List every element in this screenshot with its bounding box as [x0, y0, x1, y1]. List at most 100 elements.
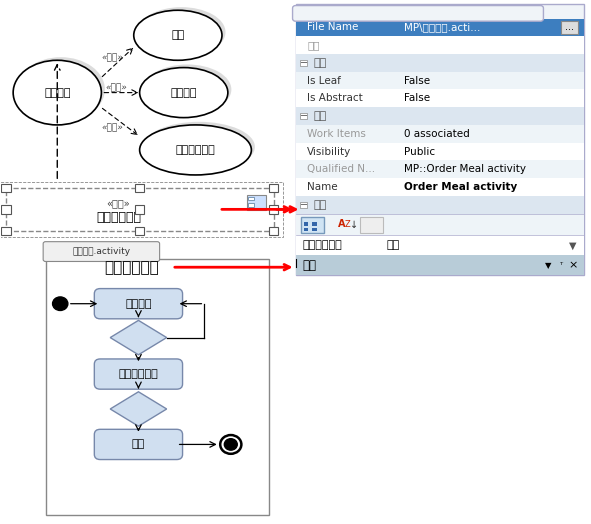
Text: ᵀ: ᵀ	[560, 260, 563, 270]
Bar	[296, 72, 584, 90]
Bar	[135, 226, 144, 235]
Bar	[300, 202, 307, 208]
Text: 訂購餐點: 訂購餐點	[44, 88, 70, 97]
Text: −: −	[300, 58, 308, 68]
Bar	[248, 197, 254, 201]
Text: 訂購餐點活動: 訂購餐點活動	[105, 260, 159, 275]
Bar	[1, 205, 11, 213]
Bar	[296, 36, 584, 54]
FancyBboxPatch shape	[46, 259, 269, 515]
Text: False: False	[404, 75, 430, 85]
Bar	[296, 143, 584, 160]
Text: Is Leaf: Is Leaf	[307, 75, 341, 85]
Polygon shape	[110, 320, 167, 355]
Bar	[312, 227, 317, 231]
Bar	[135, 205, 144, 213]
Text: −: −	[300, 200, 308, 210]
Bar	[296, 160, 584, 178]
Bar	[135, 184, 144, 192]
Bar	[296, 235, 584, 255]
Circle shape	[53, 297, 68, 311]
Text: 通用: 通用	[313, 200, 326, 210]
Text: 訂購餐點活動: 訂購餐點活動	[303, 241, 342, 250]
Bar	[304, 227, 309, 231]
Text: 訂購餐點.activity: 訂購餐點.activity	[72, 247, 131, 256]
Bar	[269, 205, 278, 213]
Text: «成品»: «成品»	[107, 198, 131, 208]
Bar	[296, 107, 584, 125]
Text: 繼承: 繼承	[313, 111, 326, 121]
Text: −: −	[300, 111, 308, 121]
Ellipse shape	[139, 125, 251, 175]
Bar	[247, 195, 266, 210]
Text: File Name: File Name	[307, 23, 359, 32]
FancyBboxPatch shape	[95, 359, 183, 389]
Text: Order Meal activity: Order Meal activity	[404, 182, 518, 192]
Text: Is Abstract: Is Abstract	[307, 93, 363, 103]
Ellipse shape	[134, 10, 222, 60]
Text: Visibility: Visibility	[307, 147, 352, 157]
FancyBboxPatch shape	[293, 6, 544, 21]
FancyBboxPatch shape	[95, 289, 183, 319]
Text: 選擇菜單: 選擇菜單	[170, 88, 197, 97]
Text: ▼: ▼	[545, 260, 551, 270]
Text: MP::Order Meal activity: MP::Order Meal activity	[404, 164, 527, 174]
FancyBboxPatch shape	[43, 242, 160, 261]
Ellipse shape	[17, 57, 105, 122]
Bar	[269, 226, 278, 235]
Text: Name: Name	[307, 182, 338, 192]
Bar	[248, 203, 254, 207]
Text: A: A	[338, 220, 345, 230]
Bar	[312, 222, 317, 226]
Bar	[296, 54, 584, 72]
Bar	[300, 113, 307, 119]
Bar	[6, 188, 274, 231]
FancyBboxPatch shape	[561, 20, 578, 34]
Text: 屬性: 屬性	[303, 259, 317, 271]
Bar	[296, 90, 584, 107]
Bar	[296, 125, 584, 143]
Text: «包含»: «包含»	[101, 123, 123, 132]
Text: MP\訂購餐點.acti...: MP\訂購餐點.acti...	[404, 23, 480, 32]
Bar	[296, 196, 584, 213]
Text: «包含»: «包含»	[101, 53, 123, 62]
Text: 選取菜單項目: 選取菜單項目	[119, 369, 158, 379]
FancyBboxPatch shape	[95, 429, 183, 460]
Text: Qualified N...: Qualified N...	[307, 164, 375, 174]
Text: 選取菜單項目: 選取菜單項目	[176, 145, 215, 155]
Text: ▼: ▼	[569, 241, 577, 250]
Bar	[296, 255, 584, 275]
Bar	[269, 184, 278, 192]
Bar	[296, 178, 584, 196]
Text: ...: ...	[565, 23, 574, 32]
Text: 訂購餐點活動: 訂購餐點活動	[96, 211, 141, 224]
Text: 成品: 成品	[387, 241, 400, 250]
Bar	[304, 222, 309, 226]
FancyBboxPatch shape	[301, 217, 324, 233]
Bar	[1, 184, 11, 192]
FancyBboxPatch shape	[360, 217, 382, 233]
Bar	[1, 226, 11, 235]
Circle shape	[220, 435, 241, 454]
Circle shape	[225, 439, 237, 450]
Ellipse shape	[143, 122, 255, 172]
Text: 0 associated: 0 associated	[404, 129, 470, 139]
Polygon shape	[110, 392, 167, 426]
Text: 付款: 付款	[171, 30, 184, 40]
Ellipse shape	[13, 60, 102, 125]
Bar	[0, 182, 282, 237]
Bar	[296, 213, 584, 235]
Text: 選擇菜單: 選擇菜單	[125, 299, 152, 309]
Text: Public: Public	[404, 147, 436, 157]
Text: 描述: 描述	[307, 40, 320, 50]
Text: 其他: 其他	[313, 58, 326, 68]
Bar	[296, 18, 584, 36]
Text: ↓: ↓	[350, 220, 358, 230]
Ellipse shape	[137, 7, 226, 57]
Text: ×: ×	[569, 260, 578, 270]
Text: 付款: 付款	[132, 440, 145, 450]
Text: «包含»: «包含»	[106, 83, 128, 92]
Ellipse shape	[139, 68, 228, 117]
Text: Z: Z	[345, 220, 350, 229]
Bar	[296, 4, 584, 275]
